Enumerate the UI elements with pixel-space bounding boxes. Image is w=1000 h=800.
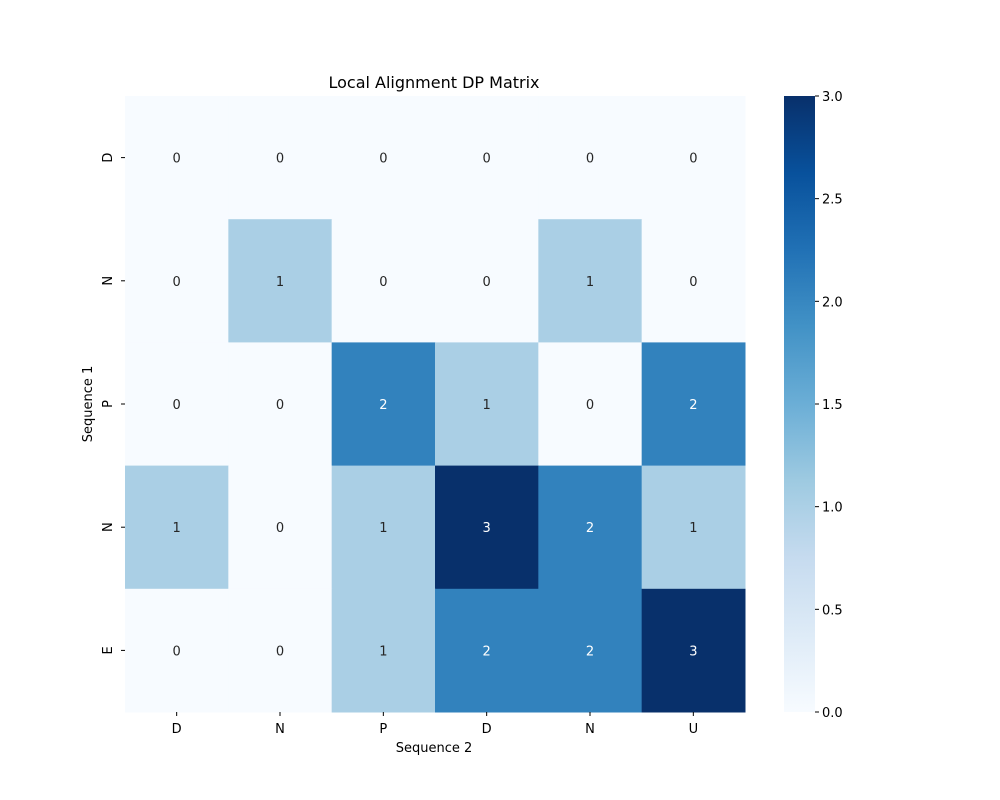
y-tick-label: P	[101, 400, 116, 408]
cell-value-label: 0	[276, 521, 284, 536]
y-tick-label: E	[101, 646, 116, 654]
heatmap-cell	[331, 96, 436, 220]
x-axis-label: Sequence 2	[396, 741, 473, 756]
heatmap-cell	[228, 219, 333, 343]
heatmap-cell	[538, 588, 643, 713]
heatmap-cell	[228, 96, 333, 220]
x-tick-label: P	[379, 722, 387, 737]
cell-value-label: 0	[689, 275, 697, 290]
heatmap-cell	[435, 96, 539, 220]
colorbar-tick-label: 1.5	[822, 398, 843, 413]
y-tick-label: N	[101, 276, 116, 286]
cell-value-label: 1	[379, 644, 387, 659]
heatmap-cell	[228, 588, 333, 713]
cell-value-label: 2	[586, 644, 594, 659]
heatmap-cell	[228, 342, 333, 467]
cell-value-label: 2	[586, 521, 594, 536]
y-axis-ticks: D N P N E	[101, 153, 125, 655]
colorbar-tick-label: 3.0	[822, 90, 843, 105]
cell-value-label: 1	[173, 521, 181, 536]
heatmap-cell	[641, 342, 746, 467]
cell-value-label: 2	[483, 644, 491, 659]
heatmap-cell	[331, 342, 436, 467]
heatmap-cell	[125, 588, 229, 713]
cell-value-label: 0	[379, 275, 387, 290]
colorbar	[784, 96, 815, 712]
y-axis-label: Sequence 1	[81, 366, 96, 443]
heatmap-cell	[435, 219, 539, 343]
cell-value-label: 2	[379, 398, 387, 413]
heatmap-cell	[538, 342, 643, 467]
cell-value-label: 3	[483, 521, 491, 536]
heatmap-cell	[538, 465, 643, 590]
cell-value-label: 1	[689, 521, 697, 536]
heatmap-cell	[125, 96, 229, 220]
heatmap-cell	[435, 465, 539, 590]
cell-value-label: 0	[173, 275, 181, 290]
cell-value-label: 0	[689, 152, 697, 167]
x-tick-label: N	[275, 722, 285, 737]
cell-value-label: 0	[276, 644, 284, 659]
cell-value-label: 0	[586, 398, 594, 413]
cell-value-labels: 0 0 0 0 0 0 0 1 0 0 1 0 0 0 2 1 0 2 1 0 1 3 2 1 0 0 1 2 2 3	[173, 152, 698, 660]
heatmap-cell	[331, 465, 436, 590]
heatmap-cell	[435, 342, 539, 467]
heatmap-cell	[125, 219, 229, 343]
cell-value-label: 0	[483, 152, 491, 167]
heatmap-cell	[331, 588, 436, 713]
heatmap-cells	[125, 96, 746, 713]
cell-value-label: 0	[586, 152, 594, 167]
heatmap-cell	[435, 588, 539, 713]
heatmap-cell	[538, 219, 643, 343]
x-tick-label: D	[482, 722, 492, 737]
heatmap-cell	[641, 588, 746, 713]
cell-value-label: 0	[379, 152, 387, 167]
y-tick-label: D	[101, 153, 116, 163]
cell-value-label: 1	[483, 398, 491, 413]
cell-value-label: 3	[689, 644, 697, 659]
chart-title: Local Alignment DP Matrix	[328, 73, 539, 92]
cell-value-label: 1	[379, 521, 387, 536]
heatmap-cell	[641, 96, 746, 220]
heatmap-cell	[641, 465, 746, 590]
cell-value-label: 0	[276, 152, 284, 167]
heatmap-cell	[125, 342, 229, 467]
heatmap-cell	[538, 96, 643, 220]
x-tick-label: D	[172, 722, 182, 737]
x-tick-label: U	[689, 722, 699, 737]
cell-value-label: 1	[276, 275, 284, 290]
cell-value-label: 0	[173, 152, 181, 167]
y-tick-label: N	[101, 522, 116, 532]
heatmap-cell	[228, 465, 333, 590]
colorbar-tick-label: 0.0	[822, 706, 843, 721]
x-tick-label: N	[585, 722, 595, 737]
cell-value-label: 0	[483, 275, 491, 290]
heatmap-cell	[641, 219, 746, 343]
cell-value-label: 0	[276, 398, 284, 413]
cell-value-label: 0	[173, 644, 181, 659]
colorbar-tick-label: 2.5	[822, 193, 843, 208]
colorbar-ticks: 0.0 0.5 1.0 1.5 2.0 2.5 3.0	[815, 90, 843, 721]
cell-value-label: 2	[689, 398, 697, 413]
colorbar-tick-label: 1.0	[822, 501, 843, 516]
cell-value-label: 1	[586, 275, 594, 290]
colorbar-tick-label: 2.0	[822, 295, 843, 310]
colorbar-tick-label: 0.5	[822, 603, 843, 618]
heatmap-cell	[331, 219, 436, 343]
heatmap-cell	[125, 465, 229, 590]
cell-value-label: 0	[173, 398, 181, 413]
